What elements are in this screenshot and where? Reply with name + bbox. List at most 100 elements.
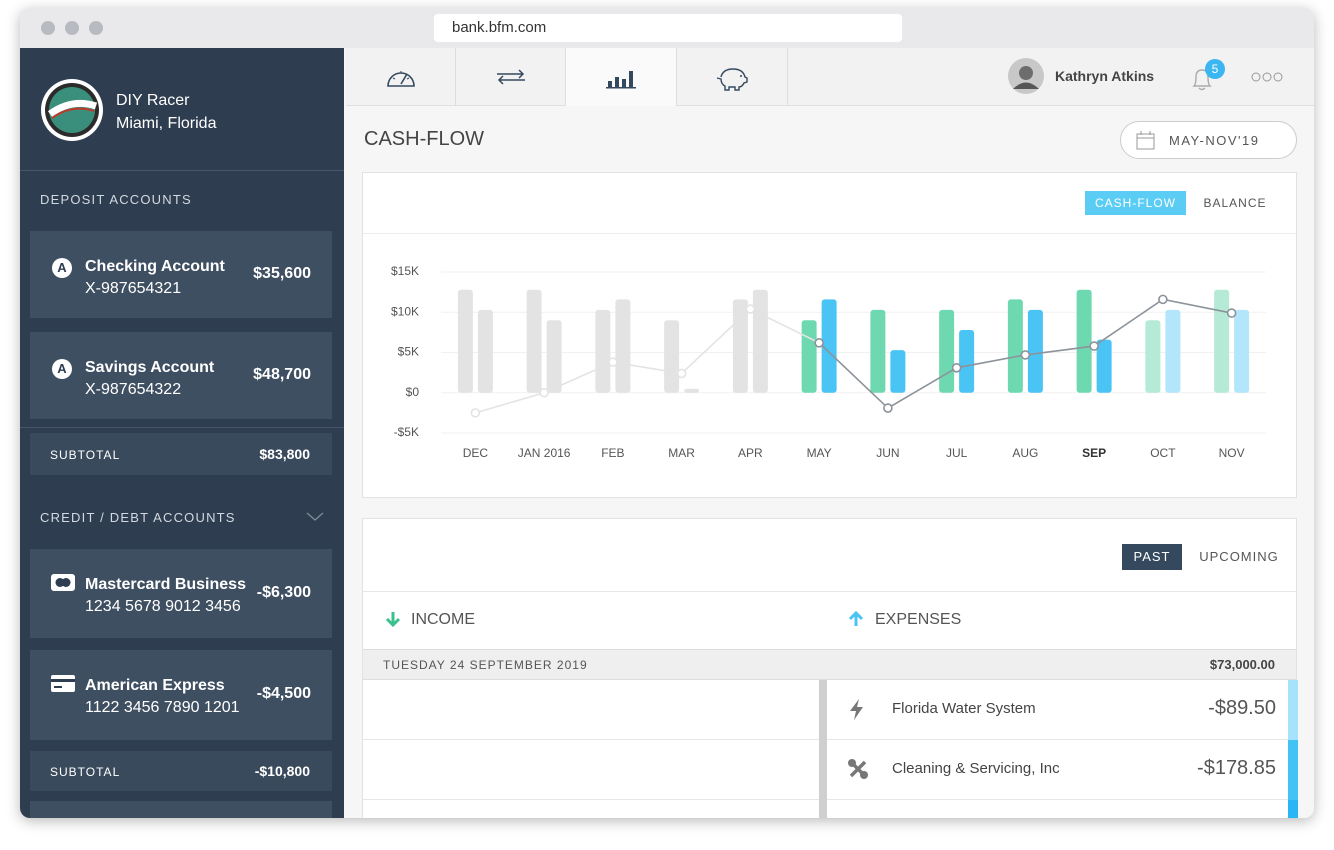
user-avatar[interactable] [1008, 58, 1044, 94]
bar [526, 289, 542, 393]
bar [1007, 299, 1023, 393]
x-tick-label: MAR [668, 446, 695, 460]
expense-row[interactable] [827, 800, 1288, 818]
chart-toggle[interactable]: BALANCE [1203, 196, 1267, 210]
row-color-bar [1288, 800, 1298, 818]
line-point [951, 362, 962, 373]
more-menu[interactable] [1251, 71, 1285, 83]
company-location: Miami, Florida [116, 115, 217, 132]
sidebar: DIY Racer Miami, Florida DEPOSIT ACCOUNT… [20, 48, 344, 818]
date-range-picker[interactable]: MAY-NOV'19 [1120, 121, 1297, 159]
account-card[interactable]: A Savings Account X-987654322 $48,700 [30, 332, 332, 419]
account-balance[interactable]: -$4,500 [256, 685, 311, 702]
x-tick-label: JUN [876, 446, 899, 460]
account-number[interactable]: 1122 3456 7890 1201 [85, 699, 240, 716]
account-number[interactable]: 1234 5678 9012 3456 [85, 598, 241, 615]
line-point [1226, 308, 1237, 318]
nav-cashflow[interactable] [566, 48, 677, 106]
user-name[interactable]: Kathryn Atkins [1055, 68, 1155, 84]
expenses-icon [848, 611, 864, 626]
x-tick-label: SEP [1082, 446, 1106, 460]
section-title: CREDIT / DEBT ACCOUNTS [40, 510, 236, 525]
account-number[interactable]: X-987654322 [85, 381, 182, 398]
account-name[interactable]: Mastercard Business [85, 576, 246, 593]
notification-badge[interactable]: 5 [1205, 59, 1225, 79]
account-badge[interactable]: A [52, 258, 72, 278]
bar [477, 309, 493, 393]
x-tick-label: FEB [601, 446, 624, 460]
bar [821, 299, 837, 393]
subtotal-row: SUBTOTAL -$10,800 [30, 751, 332, 791]
account-balance[interactable]: -$6,300 [256, 583, 311, 601]
date-row [363, 649, 1296, 680]
top-nav: Kathryn Atkins 5 [346, 48, 1314, 106]
card-icon [51, 675, 75, 692]
nav-dashboard[interactable] [346, 48, 456, 106]
bar [1027, 309, 1043, 393]
line-point [1089, 341, 1099, 351]
expense-amount[interactable]: -$178.85 [1197, 757, 1276, 779]
account-card[interactable] [30, 801, 332, 818]
expense-icon [848, 759, 868, 779]
bar [457, 289, 473, 393]
line-point [539, 387, 549, 398]
transaction-tab[interactable]: PAST [1122, 544, 1182, 570]
account-balance[interactable]: $48,700 [253, 365, 311, 383]
account-card[interactable]: American Express 1122 3456 7890 1201 -$4,5… [30, 650, 332, 740]
income-cell [363, 800, 819, 818]
expense-name[interactable]: Florida Water System [892, 700, 1036, 717]
y-tick-label: -$5K [394, 425, 419, 439]
line-point [745, 304, 756, 314]
transaction-total: $73,000.00 [1209, 657, 1275, 672]
expense-row[interactable]: Cleaning & Servicing, Inc -$178.85 [827, 740, 1288, 800]
account-name[interactable]: Checking Account [85, 258, 225, 275]
account-badge[interactable]: A [52, 359, 72, 379]
expense-amount[interactable]: -$89.50 [1208, 697, 1276, 719]
x-tick-label: DEC [463, 446, 489, 460]
subtotal-value: -$10,800 [254, 763, 310, 779]
expense-row[interactable]: Florida Water System -$89.50 [827, 680, 1288, 740]
bar [1076, 289, 1092, 393]
account-name[interactable]: Savings Account [85, 359, 215, 376]
subtotal-value: $83,800 [259, 446, 310, 462]
notifications-icon[interactable] [1186, 62, 1218, 94]
transaction-tab[interactable]: UPCOMING [1199, 549, 1279, 564]
bar [890, 350, 906, 393]
account-balance[interactable]: $35,600 [253, 264, 311, 282]
line-point [883, 403, 893, 413]
bar [1145, 320, 1161, 393]
chart-toggle[interactable]: CASH-FLOW [1085, 191, 1186, 215]
chart: -$5K $0 $5K $10K $15K DEC JAN 2016 FEB MAR APR MAY… [391, 264, 1266, 460]
x-tick-label: APR [738, 446, 763, 460]
income-icon [385, 612, 401, 627]
nav-savings[interactable] [677, 48, 788, 106]
expense-name[interactable]: Cleaning & Servicing, Inc [892, 760, 1060, 777]
bar [752, 289, 768, 393]
transaction-date: TUESDAY 24 SEPTEMBER 2019 [383, 658, 588, 672]
bar [1096, 339, 1112, 393]
line-point [1158, 294, 1168, 305]
main: Kathryn Atkins 5 CASH-FLOW MAY-NOV'19 -$… [346, 48, 1314, 818]
account-name[interactable]: American Express [85, 677, 225, 694]
nav-transfers[interactable] [456, 48, 566, 106]
bar [595, 309, 611, 393]
window-controls [41, 21, 103, 35]
account-card[interactable]: A Checking Account X-987654321 $35,600 [30, 231, 332, 318]
account-card[interactable]: Mastercard Business 1234 5678 9012 3456 -$… [30, 549, 332, 638]
subtotal-row: SUBTOTAL $83,800 [30, 433, 332, 475]
url-bar[interactable]: bank.bfm.com [434, 14, 902, 42]
column-header: INCOME [411, 611, 475, 628]
bar [1214, 289, 1230, 393]
date-range[interactable]: MAY-NOV'19 [1169, 133, 1260, 148]
page-title: CASH-FLOW [364, 128, 484, 150]
account-number[interactable]: X-987654321 [85, 280, 182, 297]
column-header: EXPENSES [875, 611, 962, 628]
bar [870, 309, 886, 393]
x-tick-label: AUG [1012, 446, 1038, 460]
bar [546, 320, 562, 393]
line-point [608, 357, 618, 367]
transactions-card: PAST UPCOMING INCOME EXPENSES TUESDAY 24 SEP… [362, 518, 1298, 818]
collapse-chevron[interactable] [306, 511, 324, 523]
bar [664, 320, 680, 393]
